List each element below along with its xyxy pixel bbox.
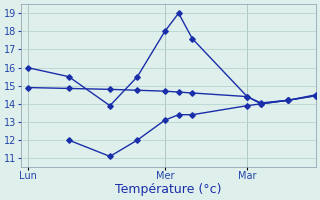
X-axis label: Température (°c): Température (°c) — [115, 183, 221, 196]
